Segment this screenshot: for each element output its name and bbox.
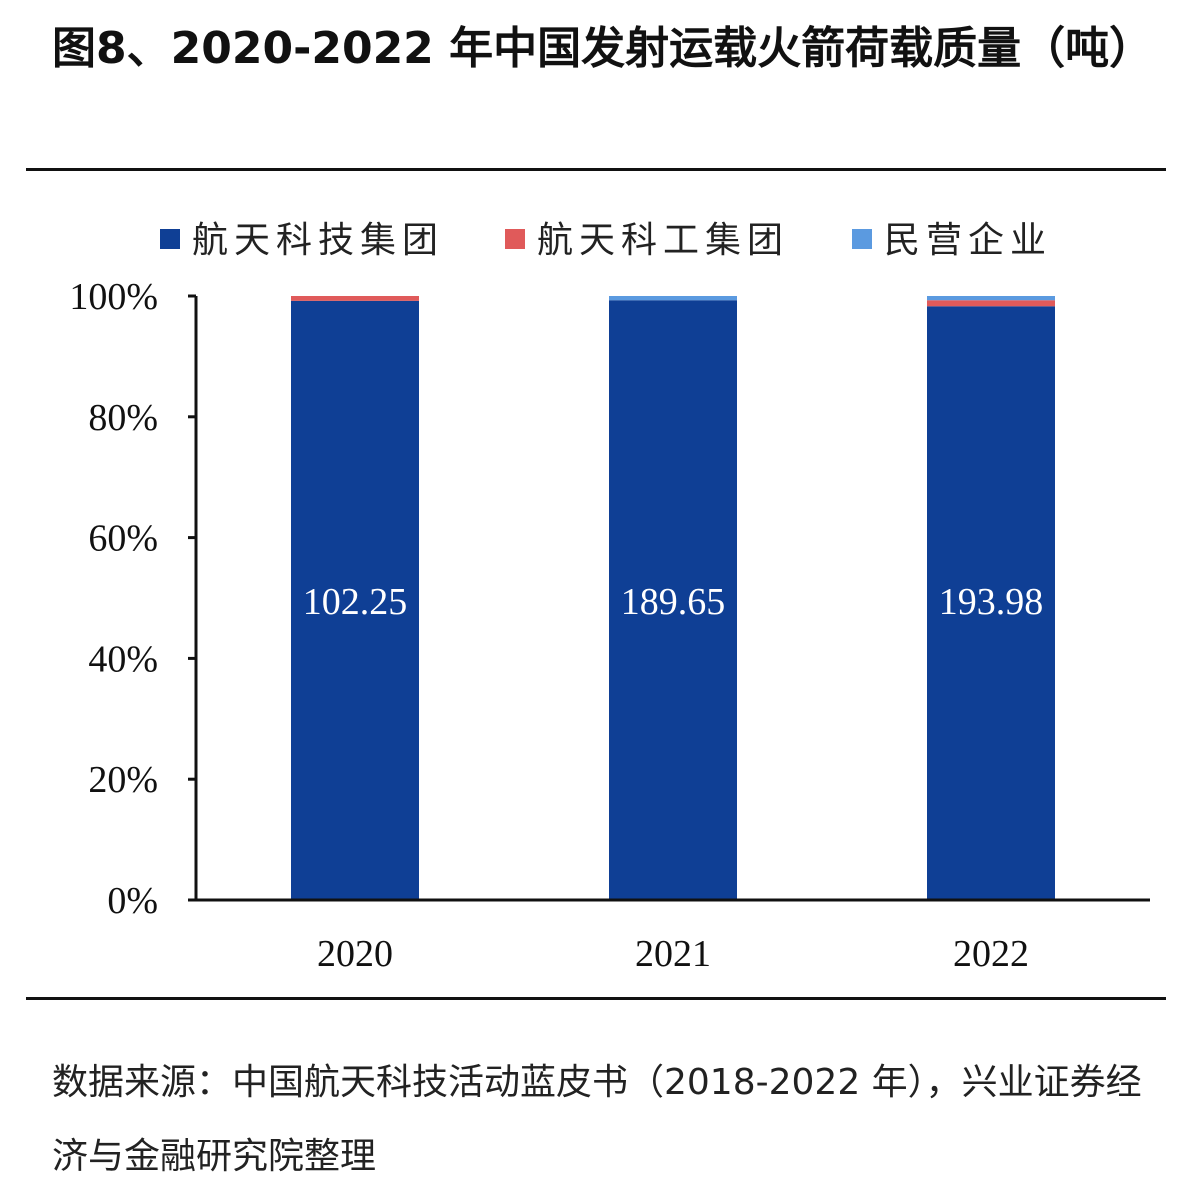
bar-2021-series-3 bbox=[609, 296, 737, 301]
legend-swatch-3 bbox=[852, 229, 872, 249]
bar-2022-series-2 bbox=[927, 300, 1055, 307]
source-note: 数据来源：中国航天科技活动蓝皮书（2018-2022 年），兴业证券经济与金融研… bbox=[52, 1062, 1142, 1177]
bar-2022-series-1 bbox=[927, 306, 1055, 900]
x-tick-label-2021: 2021 bbox=[635, 933, 711, 975]
y-tick-label-20pct: 20% bbox=[88, 759, 158, 801]
chart-title: 图8、2020-2022 年中国发射运载火箭荷载质量（吨） bbox=[52, 23, 1154, 74]
legend-label-2: 航天科工集团 bbox=[537, 220, 789, 261]
data-label-2022: 193.98 bbox=[939, 581, 1044, 623]
legend-label-1: 航天科技集团 bbox=[192, 220, 444, 261]
legend-swatch-2 bbox=[505, 229, 525, 249]
y-tick-label-0pct: 0% bbox=[107, 880, 158, 922]
y-tick-label-80pct: 80% bbox=[88, 397, 158, 439]
y-tick-label-100pct: 100% bbox=[69, 276, 158, 318]
bar-2020-series-1 bbox=[291, 300, 419, 900]
y-tick-label-40pct: 40% bbox=[88, 638, 158, 680]
bar-2022-series-3 bbox=[927, 296, 1055, 301]
bar-2021-series-1 bbox=[609, 300, 737, 900]
data-label-2020: 102.25 bbox=[303, 581, 408, 623]
bars bbox=[291, 296, 1055, 900]
y-tick-label-60pct: 60% bbox=[88, 518, 158, 560]
stacked-bar-chart: 航天科技集团 航天科工集团 民营企业 102.25 189.65 193.98 2020… bbox=[69, 220, 1150, 975]
x-tick-label-2022: 2022 bbox=[953, 933, 1029, 975]
axes: 2020 2021 2022 0% 20% 40% 60% 80% 100% bbox=[69, 276, 1150, 975]
bar-2020-series-2 bbox=[291, 296, 419, 301]
legend-swatch-1 bbox=[160, 229, 180, 249]
top-divider bbox=[26, 168, 1166, 171]
legend-label-3: 民营企业 bbox=[884, 220, 1052, 261]
data-label-2021: 189.65 bbox=[621, 581, 726, 623]
legend: 航天科技集团 航天科工集团 民营企业 bbox=[160, 220, 1052, 261]
bottom-divider bbox=[26, 997, 1166, 1000]
data-labels: 102.25 189.65 193.98 bbox=[303, 581, 1044, 623]
x-tick-label-2020: 2020 bbox=[317, 933, 393, 975]
